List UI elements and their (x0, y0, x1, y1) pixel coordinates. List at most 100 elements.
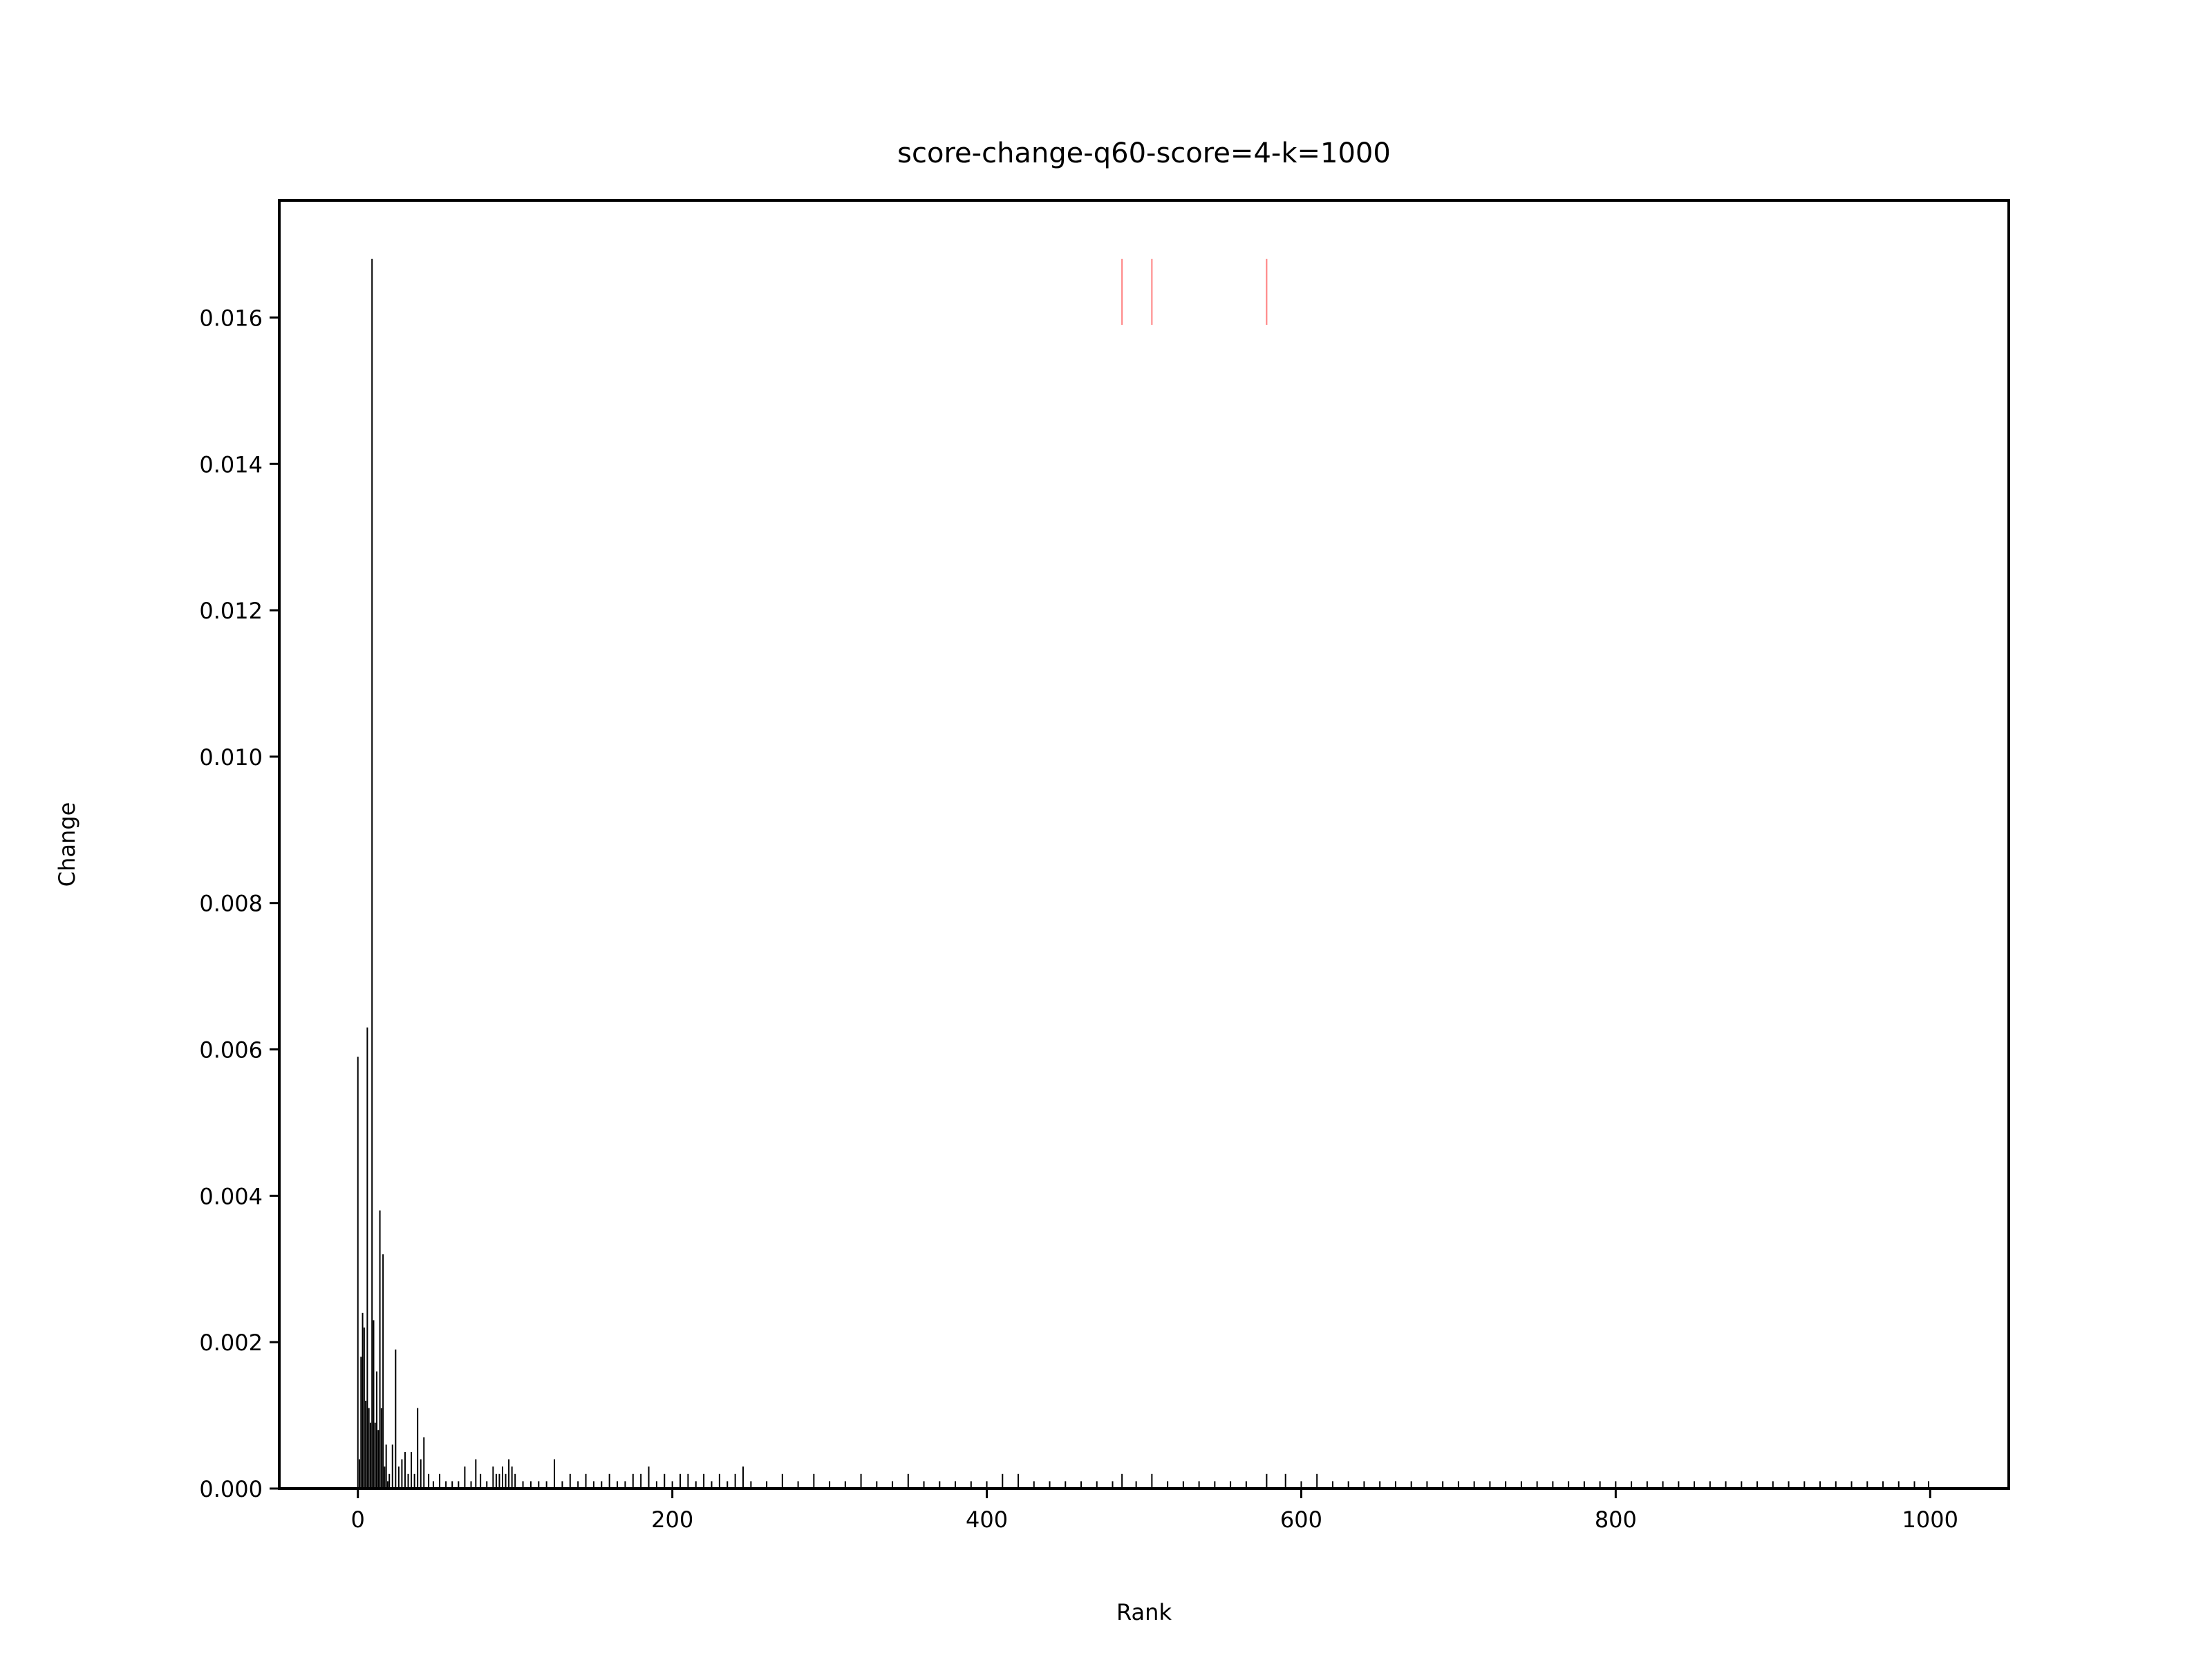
y-axis: 0.000 0.002 0.004 0.006 0.008 0.010 0.012 0.014… (199, 305, 279, 1502)
x-axis-label: Rank (1116, 1599, 1172, 1625)
bar (363, 1328, 365, 1489)
bar (1266, 1473, 1268, 1489)
bar (648, 1466, 650, 1489)
bar (514, 1473, 516, 1489)
bar (1662, 1481, 1664, 1489)
bar (939, 1481, 941, 1489)
bar (395, 1349, 397, 1489)
bar (1410, 1481, 1412, 1489)
bar (1182, 1481, 1184, 1489)
bar (1536, 1481, 1538, 1489)
bar (498, 1473, 500, 1489)
bar (1394, 1481, 1396, 1489)
bar (1331, 1481, 1333, 1489)
bars-layer (357, 258, 1929, 1489)
bar (655, 1481, 657, 1489)
bar (1230, 1481, 1232, 1489)
y-tick-label: 0.008 (199, 891, 263, 917)
bar (359, 1459, 360, 1489)
x-tick-label: 0 (351, 1507, 365, 1533)
bar (1568, 1481, 1570, 1489)
bar (373, 1320, 375, 1489)
bar (1080, 1481, 1082, 1489)
bar (569, 1473, 571, 1489)
bar (480, 1473, 482, 1489)
bar (766, 1481, 768, 1489)
y-tick-label: 0.002 (199, 1330, 263, 1356)
bar (679, 1473, 682, 1489)
bar (687, 1473, 689, 1489)
bar (695, 1481, 697, 1489)
bar (1442, 1481, 1444, 1489)
x-tick-label: 800 (1595, 1507, 1637, 1533)
bar (592, 1481, 594, 1489)
bar (664, 1473, 666, 1489)
bar (742, 1466, 744, 1489)
bar (585, 1473, 587, 1489)
bar (1002, 1473, 1004, 1489)
bar (470, 1481, 472, 1489)
bar (1198, 1481, 1200, 1489)
bar (511, 1466, 513, 1489)
x-tick-label: 1000 (1902, 1507, 1958, 1533)
bar (464, 1466, 466, 1489)
bar (401, 1459, 403, 1489)
bar (923, 1481, 925, 1489)
bar (734, 1473, 736, 1489)
bar (366, 1027, 368, 1489)
bar (970, 1481, 972, 1489)
bar (727, 1481, 729, 1489)
bar (750, 1481, 752, 1489)
bar (413, 1473, 415, 1489)
bar (860, 1473, 862, 1489)
bar (907, 1473, 909, 1489)
bar (1121, 1473, 1123, 1489)
bar (955, 1481, 957, 1489)
bar (486, 1481, 488, 1489)
bar (417, 1408, 419, 1489)
bar (1049, 1481, 1051, 1489)
bar (1505, 1481, 1507, 1489)
bar (397, 1466, 400, 1489)
bar (1866, 1481, 1868, 1489)
bar (386, 1481, 388, 1489)
bar (365, 1400, 367, 1489)
bar (371, 258, 373, 1489)
bar (1913, 1481, 1915, 1489)
bar (458, 1481, 460, 1489)
bar (445, 1481, 447, 1489)
bar (369, 1422, 371, 1489)
bar (501, 1466, 503, 1489)
bar (508, 1459, 510, 1489)
bar (391, 1444, 393, 1489)
y-tick-label: 0.000 (199, 1476, 263, 1502)
bar (385, 1444, 387, 1489)
bar (380, 1408, 382, 1489)
x-tick-label: 600 (1280, 1507, 1322, 1533)
markers-layer (1121, 258, 1268, 325)
bar (718, 1473, 720, 1489)
bar (561, 1481, 563, 1489)
bar (1897, 1481, 1900, 1489)
bar (1426, 1481, 1428, 1489)
bar (505, 1473, 507, 1489)
bar (1112, 1481, 1114, 1489)
bar (986, 1481, 988, 1489)
bar (1347, 1481, 1349, 1489)
bar (829, 1481, 831, 1489)
bar (1135, 1481, 1137, 1489)
bar (1599, 1481, 1601, 1489)
bar (813, 1473, 815, 1489)
bar (384, 1466, 386, 1489)
bar (411, 1452, 413, 1489)
bar (368, 1408, 370, 1489)
bar (781, 1473, 783, 1489)
bar (538, 1481, 540, 1489)
bar (1788, 1481, 1790, 1489)
bar (1583, 1481, 1585, 1489)
bar (617, 1481, 619, 1489)
bar (374, 1422, 376, 1489)
bar (1725, 1481, 1727, 1489)
